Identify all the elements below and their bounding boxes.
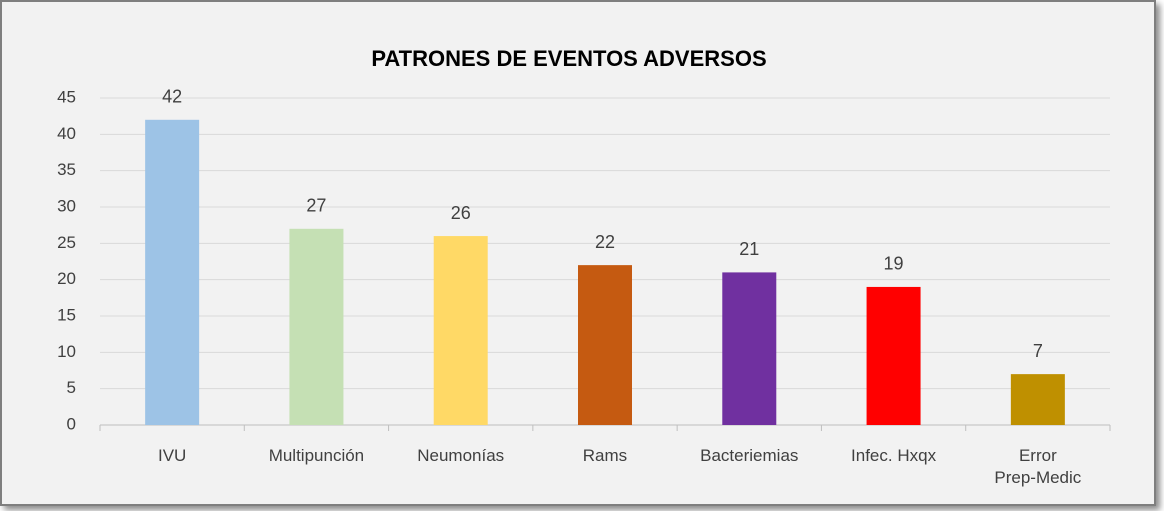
bar: [1010, 374, 1065, 425]
x-tick-label: Multipunción: [268, 446, 365, 465]
data-label: 27: [306, 196, 326, 216]
x-tick-label-box: Infec. Hxqx: [851, 446, 937, 465]
x-tick-label-box: Multipunción: [268, 446, 365, 465]
y-tick-label: 10: [57, 342, 76, 361]
data-label: 19: [884, 254, 904, 274]
bar: [578, 265, 632, 425]
bar: [866, 286, 921, 425]
x-tick-label: IVU: [157, 446, 187, 465]
y-tick-label: 35: [57, 160, 76, 179]
y-tick-label: 25: [57, 233, 76, 252]
y-tick-label: 40: [57, 124, 76, 143]
bar: [289, 228, 344, 425]
x-tick-label: Rams: [582, 446, 628, 465]
x-tick-label-box: Bacteriemias: [700, 446, 799, 465]
x-tick-label-box: Error Prep-Medic: [994, 446, 1082, 487]
x-tick-label-box: Neumonías: [417, 446, 505, 465]
y-tick-label: 30: [57, 196, 76, 215]
x-tick-label: Error Prep-Medic: [994, 446, 1082, 487]
y-tick-label: 15: [57, 305, 76, 324]
x-tick-label: Neumonías: [417, 446, 505, 465]
data-label: 26: [451, 203, 471, 223]
y-tick-label: 20: [57, 269, 76, 288]
x-tick-label-box: Rams: [582, 446, 628, 465]
bar: [722, 272, 777, 425]
chart-title: PATRONES DE EVENTOS ADVERSOS: [371, 46, 766, 71]
data-label: 21: [739, 239, 759, 259]
x-tick-label: Infec. Hxqx: [851, 446, 937, 465]
data-label: 7: [1033, 341, 1043, 361]
bar: [145, 119, 200, 426]
bar: [433, 236, 488, 425]
data-label: 42: [162, 87, 182, 107]
data-label: 22: [595, 232, 615, 252]
x-tick-label: Bacteriemias: [700, 446, 799, 465]
x-tick-label-box: IVU: [157, 446, 187, 465]
y-tick-label: 45: [57, 87, 76, 106]
y-tick-label: 5: [67, 378, 76, 397]
y-tick-label: 0: [67, 414, 76, 433]
